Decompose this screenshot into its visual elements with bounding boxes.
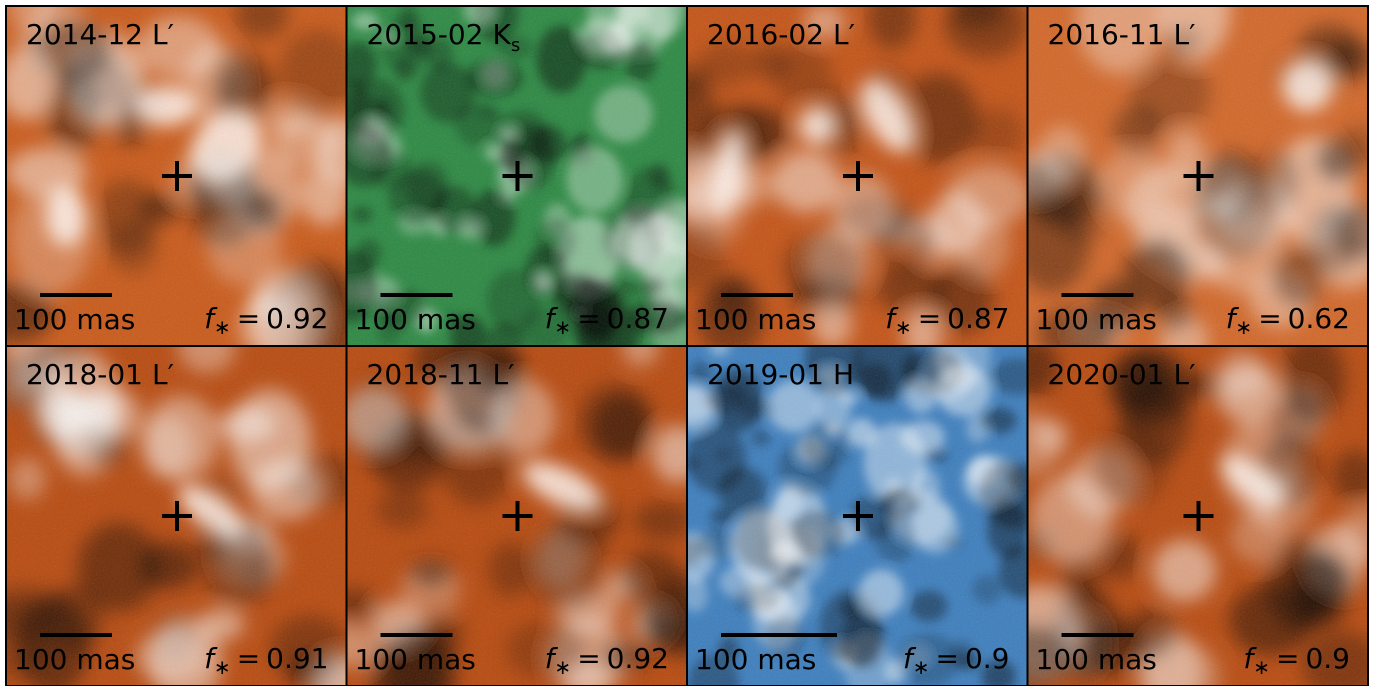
band: L′ [152, 18, 174, 51]
stat-relation: = [1276, 642, 1299, 675]
band-subscript: s [511, 35, 520, 56]
band: L′ [1174, 358, 1196, 391]
stat-value: 0.62 [1288, 302, 1350, 335]
stat-value: 0.92 [607, 642, 669, 675]
stat-subscript: ∗ [554, 315, 571, 339]
epoch: 2015-02 [367, 18, 484, 51]
band: H [833, 358, 854, 391]
stat-relation: = [577, 302, 600, 335]
scale-label: 100 mas [1036, 643, 1157, 676]
stat-value: 0.91 [266, 642, 328, 675]
epoch: 2020-01 [1048, 358, 1165, 391]
stat-relation: = [237, 302, 260, 335]
panel-label: 2015-02 Ks [367, 18, 521, 56]
panel-label: 2018-11 L′ [367, 358, 515, 391]
stat-value: 0.87 [947, 302, 1009, 335]
stat-relation: = [918, 302, 941, 335]
stat-subscript: ∗ [913, 655, 930, 679]
band: L′ [152, 358, 174, 391]
panel-label: 2018-01 L′ [26, 358, 174, 391]
scale-label: 100 mas [14, 643, 135, 676]
scale-label: 100 mas [355, 303, 476, 336]
stat-relation: = [577, 642, 600, 675]
stat-value: 0.87 [607, 302, 669, 335]
scale-label: 100 mas [695, 303, 816, 336]
stat-subscript: ∗ [895, 315, 912, 339]
panel-label: 2016-02 L′ [707, 18, 855, 51]
panel-label: 2020-01 L′ [1048, 358, 1196, 391]
scale-label: 100 mas [1036, 303, 1157, 336]
stat-relation: = [1258, 302, 1281, 335]
band: K [493, 18, 512, 51]
epoch: 2019-01 [707, 358, 824, 391]
stat-relation: = [237, 642, 260, 675]
epoch: 2016-02 [707, 18, 824, 51]
figure: 2014-12L′100 masf∗=0.922015-02Ks100 masf… [0, 0, 1376, 686]
epoch: 2018-01 [26, 358, 143, 391]
epoch: 2018-11 [367, 358, 484, 391]
stat-value: 0.9 [965, 642, 1010, 675]
stat-relation: = [936, 642, 959, 675]
scale-label: 100 mas [695, 643, 816, 676]
scale-label: 100 mas [14, 303, 135, 336]
stat-subscript: ∗ [1253, 655, 1270, 679]
stat-value: 0.9 [1305, 642, 1350, 675]
band: L′ [1174, 18, 1196, 51]
band: L′ [833, 18, 855, 51]
stat-subscript: ∗ [214, 655, 231, 679]
epoch: 2014-12 [26, 18, 143, 51]
band: L′ [493, 358, 515, 391]
panel-label: 2016-11 L′ [1048, 18, 1196, 51]
epoch: 2016-11 [1048, 18, 1165, 51]
stat-subscript: ∗ [214, 315, 231, 339]
stat-value: 0.92 [266, 302, 328, 335]
scale-label: 100 mas [355, 643, 476, 676]
stat-subscript: ∗ [1235, 315, 1252, 339]
panel-label: 2014-12 L′ [26, 18, 174, 51]
stat-subscript: ∗ [554, 655, 571, 679]
